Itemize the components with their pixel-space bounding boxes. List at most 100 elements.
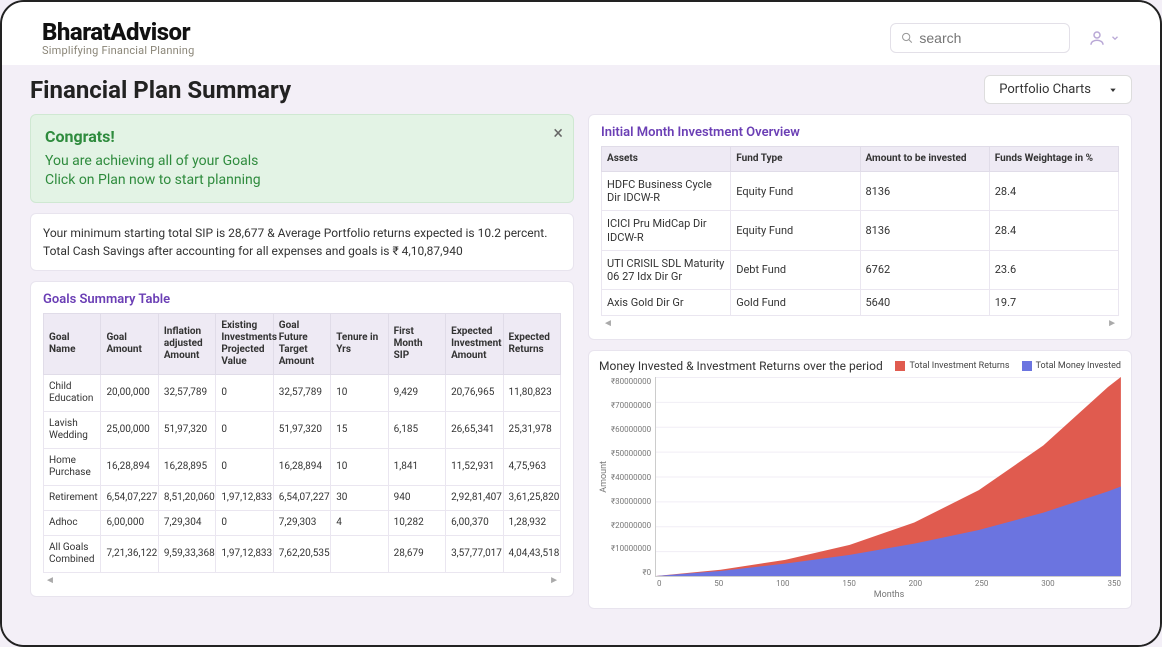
investments-card: Initial Month Investment Overview Assets… — [588, 114, 1132, 340]
table-column-header: Existing Investments Projected Value — [216, 313, 273, 374]
table-cell: 16,28,895 — [158, 448, 215, 485]
summary-text: Your minimum starting total SIP is 28,67… — [43, 224, 561, 260]
table-cell: 23.6 — [989, 250, 1118, 289]
table-cell: ICICI Pru MidCap Dir IDCW-R — [602, 211, 731, 250]
table-cell: Equity Fund — [731, 172, 860, 211]
alert-title: Congrats! — [45, 127, 559, 146]
table-row: UTI CRISIL SDL Maturity 06 27 Idx Dir Gr… — [602, 250, 1119, 289]
page-title: Financial Plan Summary — [30, 76, 291, 104]
table-cell: 11,52,931 — [446, 448, 503, 485]
table-cell: 1,97,12,833 — [216, 485, 273, 510]
table-row: Home Purchase16,28,89416,28,895016,28,89… — [44, 448, 561, 485]
goals-table: Goal NameGoal AmountInflation adjusted A… — [43, 313, 561, 573]
summary-card: Your minimum starting total SIP is 28,67… — [30, 213, 574, 271]
table-column-header: First Month SIP — [388, 313, 445, 374]
search-input[interactable] — [919, 30, 1059, 46]
table-cell: 32,57,789 — [158, 374, 215, 411]
table-cell: 7,29,304 — [158, 510, 215, 535]
alert-line2: Click on Plan now to start planning — [45, 171, 559, 190]
chart-svg — [656, 377, 1121, 576]
table-row: All Goals Combined7,21,36,1229,59,33,368… — [44, 535, 561, 572]
legend-returns-label: Total Investment Returns — [909, 361, 1009, 371]
x-tick: 0 — [657, 579, 662, 588]
brand-name: BharatAdvisor — [42, 18, 194, 46]
legend-returns: Total Investment Returns — [895, 361, 1009, 371]
y-tick: ₹30000000 — [611, 497, 651, 506]
x-tick: 150 — [842, 579, 856, 588]
x-axis-label: Months — [599, 590, 1121, 600]
close-icon[interactable]: × — [553, 123, 563, 144]
portfolio-charts-dropdown[interactable]: Portfolio Charts — [984, 75, 1132, 104]
search-icon — [901, 31, 913, 45]
y-axis: ₹80000000₹70000000₹60000000₹50000000₹400… — [611, 377, 655, 577]
table-cell: 19.7 — [989, 290, 1118, 316]
user-menu[interactable] — [1088, 29, 1120, 47]
x-tick: 50 — [714, 579, 723, 588]
table-cell: Equity Fund — [731, 211, 860, 250]
table-cell: UTI CRISIL SDL Maturity 06 27 Idx Dir Gr — [602, 250, 731, 289]
investments-title: Initial Month Investment Overview — [601, 125, 1119, 140]
table-column-header: Amount to be invested — [860, 147, 989, 172]
table-cell: 0 — [216, 374, 273, 411]
table-row: Lavish Wedding25,00,00051,97,320051,97,3… — [44, 411, 561, 448]
table-cell: 8,51,20,060 — [158, 485, 215, 510]
app-shell: BharatAdvisor Simplifying Financial Plan… — [0, 0, 1162, 647]
table-cell: 3,61,25,820 — [503, 485, 561, 510]
table-cell: 6,00,000 — [101, 510, 158, 535]
y-tick: ₹10000000 — [611, 544, 651, 553]
caret-down-icon — [1109, 86, 1117, 94]
y-tick: ₹70000000 — [611, 401, 651, 410]
table-cell: Child Education — [44, 374, 101, 411]
table-cell: Lavish Wedding — [44, 411, 101, 448]
table-cell: 0 — [216, 448, 273, 485]
dropdown-label: Portfolio Charts — [999, 82, 1091, 97]
alert-line1: You are achieving all of your Goals — [45, 152, 559, 171]
table-cell: 4,75,963 — [503, 448, 561, 485]
table-column-header: Goal Name — [44, 313, 101, 374]
table-cell: 7,62,20,535 — [273, 535, 330, 572]
table-cell: Home Purchase — [44, 448, 101, 485]
chart-area: Amount ₹80000000₹70000000₹60000000₹50000… — [599, 377, 1121, 577]
table-cell: Retirement — [44, 485, 101, 510]
table-cell: 1,28,932 — [503, 510, 561, 535]
table-cell: 10,282 — [388, 510, 445, 535]
investments-table: AssetsFund TypeAmount to be investedFund… — [601, 146, 1119, 316]
table-cell: 2,92,81,407 — [446, 485, 503, 510]
table-column-header: Fund Type — [731, 147, 860, 172]
chart-legend: Total Investment Returns Total Money Inv… — [895, 361, 1121, 371]
table-column-header: Tenure in Yrs — [331, 313, 388, 374]
x-tick: 300 — [1041, 579, 1055, 588]
topbar: BharatAdvisor Simplifying Financial Plan… — [2, 2, 1160, 65]
table-cell: 0 — [216, 411, 273, 448]
table-cell: 5640 — [860, 290, 989, 316]
alert-body: You are achieving all of your Goals Clic… — [45, 152, 559, 190]
table-column-header: Goal Amount — [101, 313, 158, 374]
search-box[interactable] — [890, 23, 1070, 53]
table-row: Child Education20,00,00032,57,789032,57,… — [44, 374, 561, 411]
content: Financial Plan Summary Portfolio Charts … — [2, 65, 1160, 645]
table-column-header: Expected Returns — [503, 313, 561, 374]
brand-block: BharatAdvisor Simplifying Financial Plan… — [42, 18, 194, 57]
table-cell: 25,31,978 — [503, 411, 561, 448]
x-tick: 100 — [776, 579, 790, 588]
table-cell: HDFC Business Cycle Dir IDCW-R — [602, 172, 731, 211]
table-column-header: Expected Investment Amount — [446, 313, 503, 374]
table-cell: 6,185 — [388, 411, 445, 448]
table-cell: 3,57,77,017 — [446, 535, 503, 572]
table-cell: 28,679 — [388, 535, 445, 572]
y-tick: ₹40000000 — [611, 473, 651, 482]
chart-header: Money Invested & Investment Returns over… — [599, 359, 1121, 373]
table-row: ICICI Pru MidCap Dir IDCW-REquity Fund81… — [602, 211, 1119, 250]
legend-invested: Total Money Invested — [1022, 361, 1121, 371]
table-cell: 7,21,36,122 — [101, 535, 158, 572]
y-tick: ₹60000000 — [611, 425, 651, 434]
columns: × Congrats! You are achieving all of you… — [30, 114, 1132, 609]
table-column-header: Inflation adjusted Amount — [158, 313, 215, 374]
table-cell: 16,28,894 — [101, 448, 158, 485]
table-cell: 8136 — [860, 172, 989, 211]
table-cell: 11,80,823 — [503, 374, 561, 411]
x-axis: 050100150200250300350 — [599, 577, 1121, 588]
table-cell: 20,00,000 — [101, 374, 158, 411]
x-tick: 200 — [909, 579, 923, 588]
table-cell: 7,29,303 — [273, 510, 330, 535]
